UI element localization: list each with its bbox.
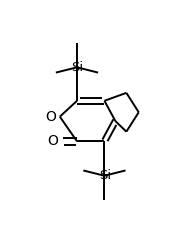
Text: Si: Si [72,61,84,74]
Text: O: O [48,134,58,148]
Text: Si: Si [99,169,111,182]
Text: O: O [45,110,56,124]
